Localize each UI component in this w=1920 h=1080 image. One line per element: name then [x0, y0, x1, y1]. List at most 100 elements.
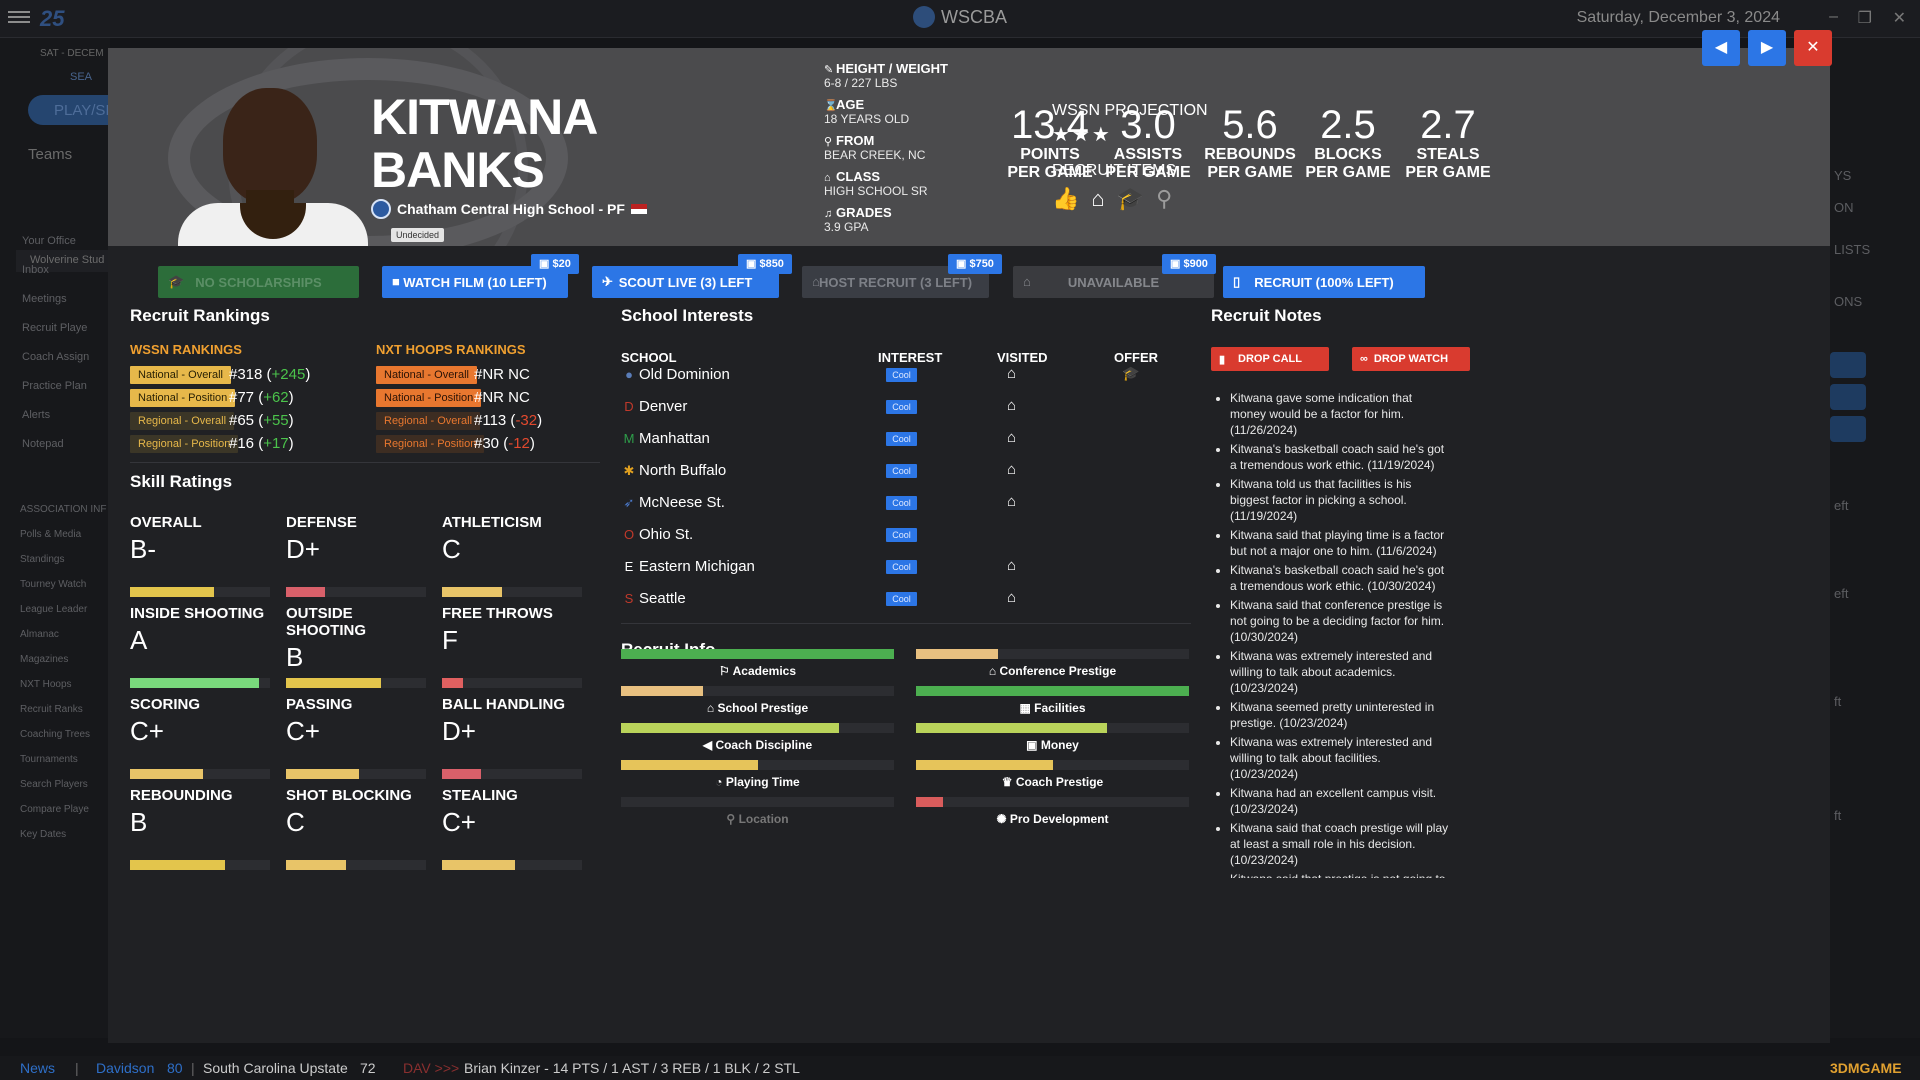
sidebar-item-coach-assign[interactable]: Coach Assign — [22, 351, 90, 363]
no-scholarships-button[interactable]: 🎓 NO SCHOLARSHIPS — [158, 266, 359, 298]
school-name[interactable]: Old Dominion — [639, 366, 730, 383]
recruit-button[interactable]: ▯ RECRUIT (100% LEFT) — [1223, 266, 1425, 298]
sidebar-item-magazines[interactable]: Magazines — [20, 654, 69, 665]
recruit-factor-school-prestige: ⌂ School Prestige — [621, 686, 894, 715]
interest-badge: Cool — [886, 560, 917, 574]
skill-name: INSIDE SHOOTING — [130, 605, 265, 622]
close-modal-button[interactable]: ✕ — [1794, 30, 1832, 66]
ticker-score: 80 — [167, 1060, 183, 1076]
factor-bar — [621, 760, 894, 770]
sidebar-item-your-office[interactable]: Your Office — [22, 235, 76, 247]
sidebar-item-notepad[interactable]: Notepad — [22, 438, 64, 450]
news-link[interactable]: News — [20, 1060, 56, 1076]
route-icon[interactable]: ⚲ — [1156, 186, 1173, 211]
sidebar-item-league-leaders[interactable]: League Leader — [20, 604, 88, 615]
stat-steals: 2.7 STEALS PER GAME — [1405, 103, 1491, 181]
sidebar-item-compare-players[interactable]: Compare Playe — [20, 804, 89, 815]
skill-scoring: SCORING C+ — [130, 696, 270, 779]
next-player-button[interactable]: ▶ — [1748, 30, 1786, 66]
sidebar-item-search-players[interactable]: Search Players — [20, 779, 88, 790]
school-name[interactable]: Eastern Michigan — [639, 558, 755, 575]
school-row[interactable]: D Denver Cool ⌂ — [621, 397, 1181, 421]
location-pin-icon: ⚲ — [824, 136, 833, 148]
maximize-button[interactable]: ❐ — [1857, 10, 1872, 27]
school-name[interactable]: Ohio St. — [639, 526, 694, 543]
sidebar-item-key-dates[interactable]: Key Dates — [20, 829, 67, 840]
school-row[interactable]: E Eastern Michigan Cool ⌂ — [621, 557, 1181, 581]
skill-bar — [130, 769, 270, 779]
sidebar-item-standings[interactable]: Standings — [20, 554, 65, 565]
school-row[interactable]: M Manhattan Cool ⌂ — [621, 429, 1181, 453]
offer-cap-icon: 🎓 — [1122, 365, 1140, 381]
window-close-button[interactable]: ✕ — [1892, 10, 1906, 27]
sidebar-item-almanac[interactable]: Almanac — [20, 629, 59, 640]
bg-label: LISTS — [1834, 242, 1871, 257]
columns-icon: ⌂ — [988, 664, 997, 678]
sidebar-item-coaching-trees[interactable]: Coaching Trees — [20, 729, 91, 740]
ticker-separator: | — [75, 1060, 79, 1076]
skill-ratings-title: Skill Ratings — [130, 472, 233, 491]
nxt-rank-tag: Regional - Position — [376, 435, 485, 453]
sidebar-item-nxt-hoops[interactable]: NXT Hoops — [20, 679, 72, 690]
school-row[interactable]: O Ohio St. Cool — [621, 525, 1181, 549]
skill-ball-handling: BALL HANDLING D+ — [442, 696, 582, 779]
skill-grade: C — [286, 807, 305, 837]
previous-player-button[interactable]: ◀ — [1702, 30, 1740, 66]
school-name[interactable]: McNeese St. — [639, 494, 725, 511]
skill-bar — [442, 678, 582, 688]
school-row[interactable]: ● Old Dominion Cool ⌂ 🎓 — [621, 365, 1181, 389]
skill-grade: C — [442, 534, 461, 564]
sidebar-item-practice-plan[interactable]: Practice Plan — [22, 380, 87, 392]
school-row[interactable]: S Seattle Cool ⌂ — [621, 589, 1181, 613]
school-name[interactable]: North Buffalo — [639, 462, 727, 479]
school-row[interactable]: ✱ North Buffalo Cool ⌂ — [621, 461, 1181, 485]
sidebar-item-recruit-ranks[interactable]: Recruit Ranks — [20, 704, 83, 715]
sidebar-search[interactable]: SEA — [70, 71, 93, 83]
school-name[interactable]: Manhattan — [639, 430, 710, 447]
drop-call-button[interactable]: ▮ DROP CALL — [1211, 347, 1329, 371]
interest-badge: Cool — [886, 432, 917, 446]
ticker-tag: DAV >>> — [403, 1060, 460, 1076]
minimize-button[interactable]: – — [1829, 8, 1838, 25]
wssn-national-position: #77 (+62) — [229, 389, 294, 406]
sidebar-item-recruit-players[interactable]: Recruit Playe — [22, 322, 88, 334]
ticker-team[interactable]: South Carolina Upstate — [203, 1060, 348, 1076]
skill-name: SHOT BLOCKING — [286, 787, 412, 804]
phone-icon: ▮ — [1219, 354, 1226, 366]
drop-watch-button[interactable]: ∞ DROP WATCH — [1352, 347, 1470, 371]
school-row[interactable]: ➶ McNeese St. Cool ⌂ — [621, 493, 1181, 517]
school-icon: ⌂ — [706, 701, 715, 715]
school-name[interactable]: Seattle — [639, 590, 686, 607]
sidebar-item-tournaments[interactable]: Tournaments — [20, 754, 78, 765]
factor-bar-fill — [621, 686, 703, 696]
factor-label: ◀ Coach Discipline — [702, 738, 813, 752]
skill-name: OUTSIDE SHOOTING — [286, 605, 367, 639]
recruit-factor-conference-prestige: ⌂ Conference Prestige — [916, 649, 1189, 678]
skill-grade: B — [286, 642, 304, 672]
recruit-notes-list[interactable]: Kitwana gave some indication that money … — [1210, 390, 1450, 878]
plane-icon: ✈ — [602, 274, 613, 289]
menu-icon[interactable] — [8, 8, 30, 26]
sidebar-item-meetings[interactable]: Meetings — [22, 293, 67, 305]
factor-label: ◔ Playing Time — [715, 775, 800, 789]
ticker-team[interactable]: Davidson — [96, 1060, 155, 1076]
sidebar-club[interactable]: Wolverine Stud — [16, 250, 110, 272]
school-name[interactable]: Denver — [639, 398, 688, 415]
skill-bar — [286, 769, 426, 779]
visited-campus-icon: ⌂ — [1007, 557, 1017, 574]
sidebar-item-alerts[interactable]: Alerts — [22, 409, 51, 421]
skill-bar-fill — [442, 769, 482, 779]
watch-film-button[interactable]: ■ WATCH FILM (10 LEFT) — [382, 266, 568, 298]
thumbs-up-icon[interactable]: 👍 — [1052, 186, 1080, 211]
facility-icon[interactable]: ⌂ — [1091, 186, 1105, 211]
graduation-cap-icon[interactable]: 🎓 — [1116, 186, 1145, 211]
watch-film-price: ▣ $20 — [531, 254, 579, 274]
skill-inside-shooting: INSIDE SHOOTING A — [130, 605, 270, 688]
wssn-rank-tag: National - Overall — [130, 366, 231, 384]
background-panel: YS ON LISTS ONS eft eft ft ft — [1830, 38, 1920, 1038]
sidebar-item-polls[interactable]: Polls & Media — [20, 529, 82, 540]
sidebar-item-tourney-watch[interactable]: Tourney Watch — [20, 579, 87, 590]
sidebar-item-inbox[interactable]: Inbox — [22, 264, 49, 276]
location-pin-icon: ⚲ — [726, 812, 736, 826]
sidebar-teams[interactable]: Teams — [28, 146, 73, 163]
